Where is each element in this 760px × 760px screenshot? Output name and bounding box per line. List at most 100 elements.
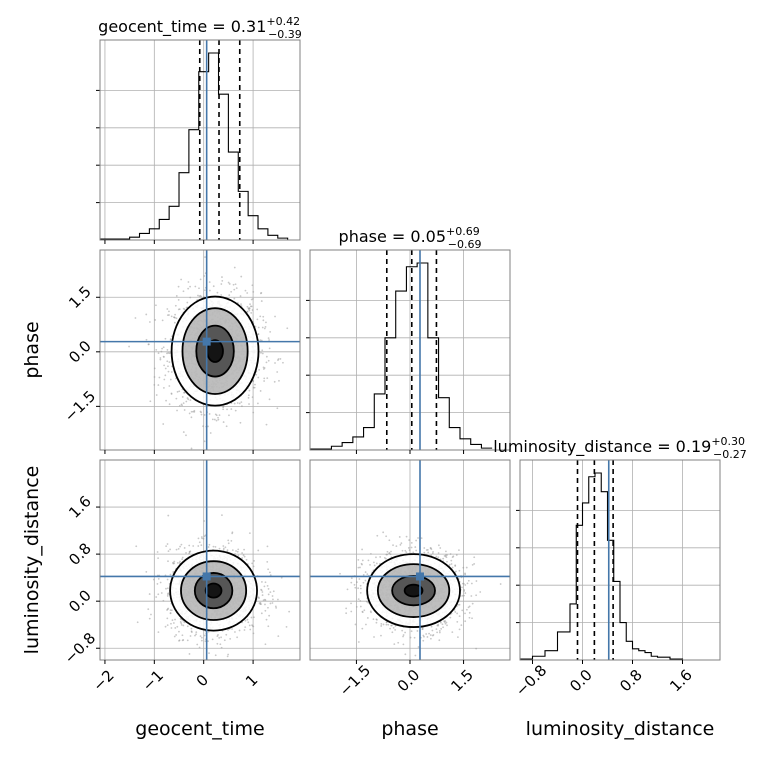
scatter-point (193, 409, 196, 412)
scatter-point (265, 321, 267, 324)
panel-luminosity_distance-vs-phase: −1.5 0.0 1.5 (309, 459, 519, 700)
scatter-point (461, 609, 464, 612)
scatter-point (372, 561, 375, 564)
scatter-point (174, 627, 177, 629)
scatter-point (450, 563, 453, 565)
scatter-point (260, 300, 263, 302)
scatter-point (167, 593, 169, 596)
histogram-step (520, 472, 720, 660)
scatter-point (203, 535, 206, 538)
scatter-point (405, 551, 408, 554)
scatter-point (248, 309, 251, 312)
scatter-point (174, 618, 176, 621)
scatter-point (128, 345, 130, 348)
scatter-point (468, 605, 471, 608)
scatter-point (451, 566, 454, 569)
scatter-point (136, 621, 139, 624)
scatter-point (181, 558, 184, 561)
scatter-point (265, 355, 268, 358)
scatter-point (262, 599, 265, 602)
scatter-point (464, 620, 467, 623)
scatter-point (200, 413, 203, 416)
scatter-point (471, 563, 474, 566)
scatter-point (145, 313, 148, 316)
scatter-point (170, 392, 173, 395)
scatter-point (275, 606, 278, 609)
scatter-point (166, 349, 169, 351)
scatter-point (173, 316, 176, 319)
scatter-point (214, 545, 217, 548)
scatter-point (172, 570, 175, 573)
scatter-point (385, 621, 388, 624)
scatter-point (163, 364, 166, 367)
scatter-point (248, 624, 251, 627)
scatter-point (244, 289, 247, 292)
scatter-point (243, 548, 246, 551)
scatter-point (421, 628, 424, 630)
histogram-step (310, 262, 493, 450)
scatter-point (261, 594, 264, 597)
scatter-point (264, 643, 267, 646)
scatter-point (404, 631, 406, 634)
scatter-point (517, 607, 519, 609)
y-tick-label: 1.5 (65, 282, 95, 312)
contour-line (376, 563, 451, 618)
truth-marker (202, 337, 211, 346)
scatter-point (455, 570, 457, 573)
scatter-point (183, 308, 186, 311)
density-fill (205, 583, 222, 598)
scatter-point (367, 559, 370, 562)
y-tick-label: −0.8 (61, 629, 99, 667)
scatter-point (202, 537, 205, 540)
scatter-point (186, 639, 189, 642)
scatter-point (372, 618, 375, 621)
scatter-point (222, 547, 225, 550)
scatter-point (230, 290, 233, 293)
scatter-point (413, 636, 416, 639)
scatter-point (467, 579, 470, 582)
scatter-point (364, 571, 367, 573)
scatter-point (167, 365, 169, 368)
scatter-point (246, 305, 249, 308)
scatter-point (261, 349, 264, 352)
scatter-point (245, 558, 248, 561)
scatter-point (346, 588, 349, 591)
scatter-point (192, 545, 195, 547)
scatter-point (244, 619, 247, 622)
scatter-point (170, 627, 173, 629)
scatter-point (475, 594, 478, 597)
scatter-point (357, 598, 360, 601)
scatter-point (203, 440, 206, 443)
scatter-point (253, 560, 255, 562)
x-axis-label: geocent_time (135, 718, 264, 740)
title-sub: −0.69 (448, 238, 482, 251)
scatter-point (212, 285, 215, 288)
scatter-point (256, 308, 259, 311)
scatter-point (250, 312, 253, 314)
scatter-point (215, 419, 218, 422)
scatter-point (168, 361, 171, 364)
scatter-point (213, 418, 216, 421)
scatter-point (252, 297, 254, 300)
scatter-point (168, 310, 170, 313)
scatter-point (173, 321, 176, 324)
scatter-point (473, 556, 476, 559)
scatter-point (251, 396, 254, 399)
scatter-point (155, 348, 158, 351)
scatter-point (167, 550, 170, 552)
scatter-point (404, 653, 407, 656)
scatter-point (458, 615, 461, 618)
scatter-point (164, 337, 167, 340)
x-tick-label: 1.5 (447, 666, 477, 696)
scatter-point (267, 625, 270, 628)
scatter-point (230, 408, 233, 410)
scatter-point (189, 296, 192, 299)
panel-title: phase = 0.05+0.69 −0.69 (339, 225, 482, 251)
scatter-point (266, 584, 269, 587)
scatter-point (183, 391, 186, 394)
contour-line (170, 295, 260, 407)
scatter-point (438, 629, 441, 632)
scatter-point (354, 623, 357, 626)
scatter-point (432, 550, 434, 553)
title-base: phase = 0.05 (339, 227, 446, 246)
